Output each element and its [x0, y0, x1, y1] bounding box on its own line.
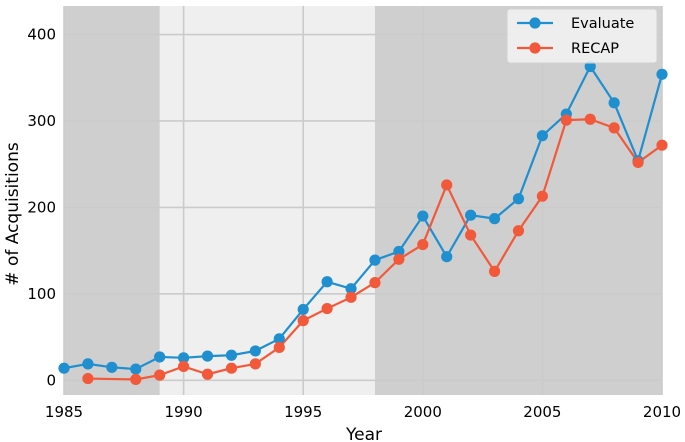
- legend-label-evaluate: Evaluate: [571, 16, 634, 32]
- y-tick-label: 400: [27, 26, 56, 44]
- data-point-evaluate: [417, 210, 429, 222]
- data-point-evaluate: [608, 97, 620, 109]
- data-point-recap: [417, 238, 429, 251]
- data-point-evaluate: [58, 362, 70, 374]
- data-point-recap: [178, 360, 190, 373]
- data-point-recap: [82, 372, 94, 385]
- data-point-recap: [345, 291, 357, 303]
- data-point-recap: [465, 229, 477, 241]
- legend-marker-evaluate: [529, 17, 541, 29]
- data-point-recap: [608, 122, 620, 134]
- data-point-recap: [560, 114, 572, 126]
- x-tick-label: 2000: [404, 403, 442, 421]
- data-point-evaluate: [369, 254, 381, 266]
- y-tick-label: 100: [27, 285, 56, 303]
- data-point-evaluate: [82, 358, 94, 370]
- y-tick-label: 300: [27, 112, 56, 130]
- data-point-evaluate: [441, 251, 453, 263]
- legend: Evaluate RECAP: [506, 8, 658, 64]
- data-point-recap: [656, 139, 668, 151]
- data-point-evaluate: [321, 276, 333, 288]
- x-axis-ticks: 1985 1990 1995 2000 2005 2010: [45, 403, 681, 421]
- data-point-evaluate: [154, 351, 166, 363]
- data-point-evaluate: [273, 333, 285, 345]
- data-point-recap: [632, 156, 644, 169]
- x-axis-title: Year: [345, 425, 382, 442]
- data-point-recap: [488, 265, 501, 277]
- data-point-recap: [369, 277, 381, 289]
- data-point-recap: [441, 179, 453, 191]
- x-tick-label: 1985: [45, 403, 83, 421]
- data-point-evaluate: [393, 245, 405, 258]
- data-point-evaluate: [225, 349, 238, 361]
- data-point-evaluate: [249, 345, 261, 357]
- data-point-evaluate: [345, 283, 357, 295]
- shaded-span-1: [64, 6, 160, 395]
- data-point-evaluate: [536, 130, 549, 142]
- data-point-evaluate: [584, 60, 596, 73]
- data-point-recap: [130, 373, 142, 386]
- data-point-recap: [273, 341, 285, 354]
- series-points: [58, 60, 668, 386]
- x-tick-label: 2005: [523, 403, 561, 421]
- data-point-recap: [512, 225, 525, 237]
- data-point-recap: [393, 253, 405, 265]
- data-point-evaluate: [201, 350, 214, 362]
- data-point-evaluate: [106, 361, 118, 373]
- y-axis-title: # of Acquisitions: [3, 142, 23, 286]
- data-point-recap: [154, 369, 166, 381]
- data-point-recap: [225, 362, 238, 374]
- legend-label-recap: RECAP: [571, 41, 619, 57]
- y-tick-label: 200: [27, 198, 56, 216]
- x-tick-label: 1990: [165, 403, 203, 421]
- legend-marker-recap: [529, 42, 541, 54]
- data-point-evaluate: [178, 352, 190, 364]
- x-tick-label: 1995: [284, 403, 322, 421]
- data-point-evaluate: [656, 68, 668, 80]
- data-point-recap: [201, 368, 214, 380]
- data-point-evaluate: [465, 209, 477, 221]
- data-point-evaluate: [130, 363, 142, 375]
- data-point-evaluate: [488, 213, 501, 225]
- y-tick-label: 0: [46, 371, 56, 389]
- data-point-evaluate: [297, 303, 309, 316]
- data-point-recap: [297, 315, 309, 327]
- data-point-recap: [584, 113, 596, 125]
- data-point-recap: [321, 302, 333, 315]
- data-point-recap: [536, 190, 549, 202]
- x-tick-label: 2010: [643, 403, 681, 421]
- data-point-recap: [249, 358, 261, 370]
- data-point-evaluate: [512, 193, 525, 205]
- y-axis-ticks: 0 100 200 300 400: [27, 26, 56, 390]
